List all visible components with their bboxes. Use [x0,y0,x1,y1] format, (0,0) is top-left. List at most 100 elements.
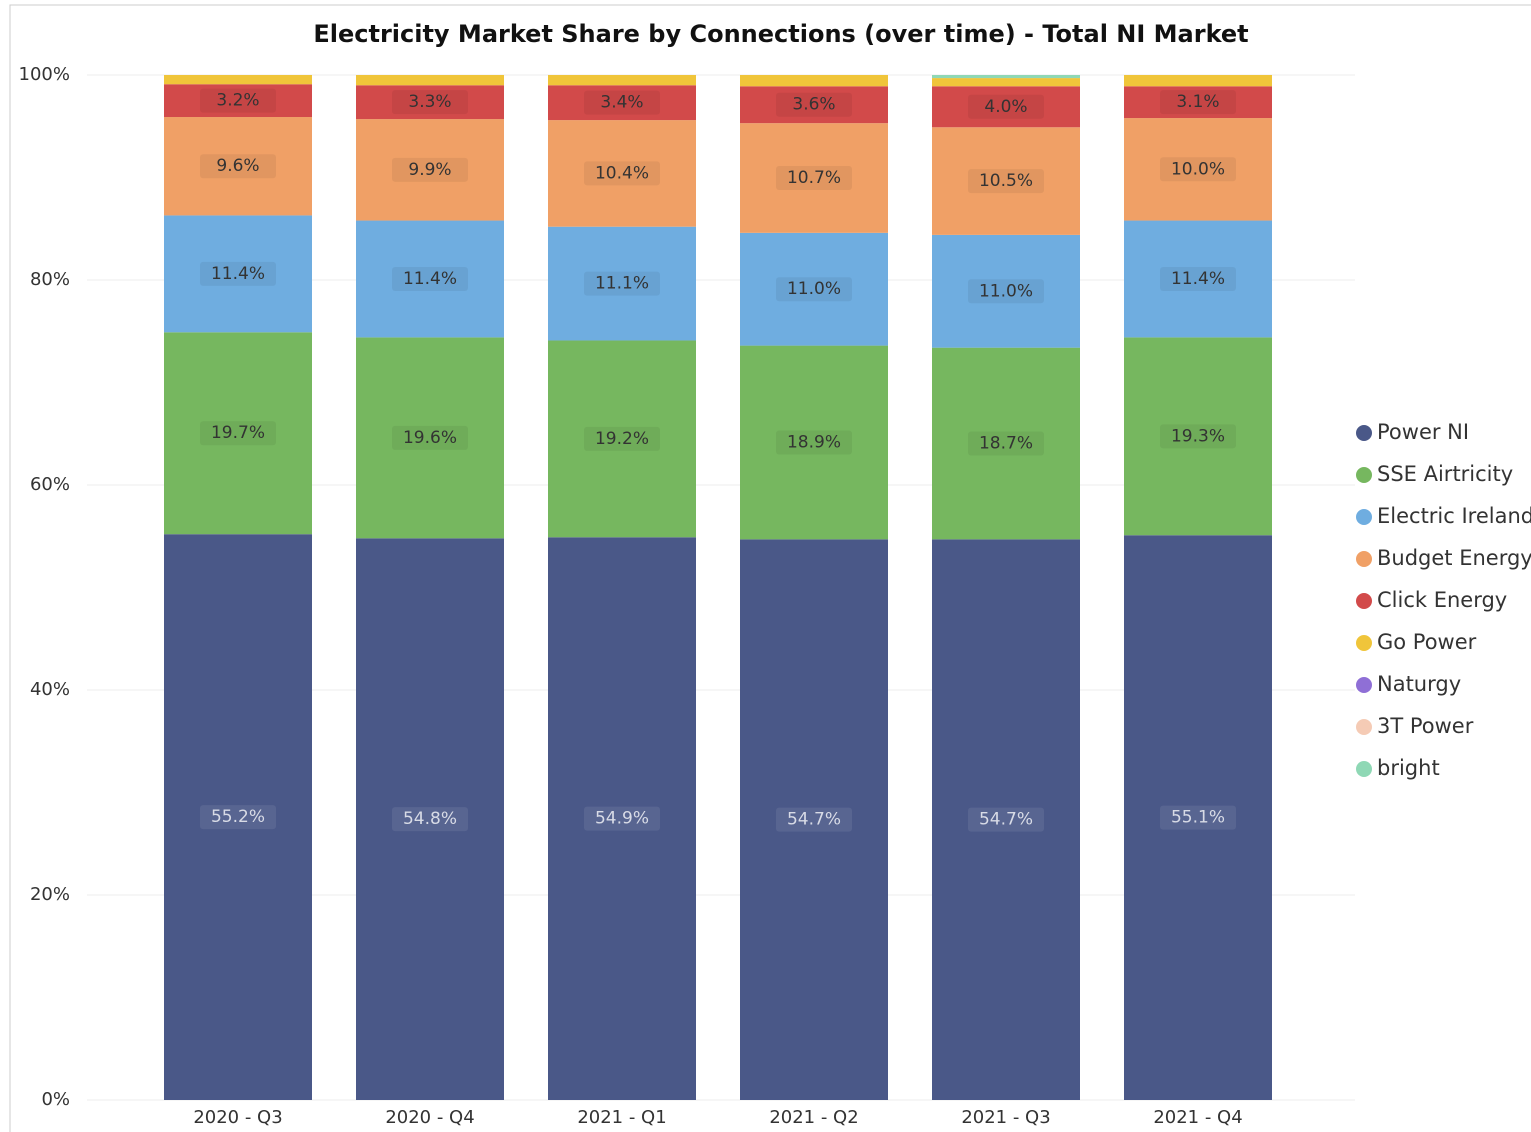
bar-segment [1124,118,1272,221]
legend-marker [1356,761,1372,777]
data-label-bg [776,92,852,117]
bar-segment [164,215,312,333]
bar-segment [356,337,504,539]
data-label: 9.9% [408,160,451,180]
data-label-bg [584,426,660,451]
data-label-bg [776,430,852,455]
data-label-bg [200,261,276,286]
data-label-bg [968,431,1044,456]
bar-segment [164,332,312,535]
y-tick-label: 60% [30,474,70,495]
x-tick-label: 2021 - Q4 [1153,1107,1242,1128]
x-tick-label: 2021 - Q2 [769,1107,858,1128]
bar-segment [356,75,504,86]
data-label: 11.1% [595,274,649,294]
bar-segment [932,86,1080,128]
data-label-bg [392,807,468,832]
bar-segment [740,75,888,87]
data-label-bg [584,271,660,296]
data-label: 55.2% [211,807,265,827]
bar-segment [548,85,696,121]
data-label: 11.0% [979,281,1033,301]
data-label-bg [392,425,468,450]
legend-marker [1356,551,1372,567]
x-tick-label: 2020 - Q4 [385,1107,474,1128]
data-label-bg [776,807,852,832]
data-label-bg [1160,266,1236,291]
bar-segment [164,75,312,85]
data-label: 19.6% [403,428,457,448]
data-label: 11.4% [403,269,457,289]
bar-segment [356,119,504,221]
data-label-bg [392,90,468,115]
data-label: 18.9% [787,432,841,452]
bar-segment [356,538,504,1100]
bar-segment [740,86,888,124]
data-label: 54.8% [403,809,457,829]
data-label: 10.0% [1171,159,1225,179]
bar-segment [740,123,888,233]
data-label: 4.0% [984,97,1027,117]
data-label-bg [200,154,276,179]
data-label: 10.4% [595,163,649,183]
data-label: 54.7% [787,810,841,830]
bar-segment [740,345,888,540]
data-label: 3.4% [600,93,643,113]
data-label-bg [200,88,276,113]
data-label-bg [968,279,1044,304]
bar-segment [548,226,696,341]
data-label: 11.4% [211,264,265,284]
bar-segment [740,539,888,1100]
data-label-bg [200,421,276,446]
frame [9,4,1531,1132]
legend-marker [1356,467,1372,483]
data-label-bg [968,807,1044,832]
bar-segment [548,340,696,538]
bar-segment [1124,337,1272,536]
bar-segment [932,78,1080,87]
legend-label: bright [1377,756,1440,780]
x-tick-label: 2021 - Q1 [577,1107,666,1128]
data-label-bg [584,806,660,831]
bar-segment [164,534,312,1100]
legend-marker [1356,425,1372,441]
bar-segment [548,120,696,227]
x-tick-label: 2021 - Q3 [961,1107,1050,1128]
bar-segment [548,537,696,1100]
legend-marker [1356,719,1372,735]
data-label-bg [584,161,660,186]
chart-title: Electricity Market Share by Connections … [313,20,1248,48]
data-label-bg [584,90,660,115]
data-label-bg [776,166,852,191]
data-label-bg [392,266,468,291]
bar-segment [356,85,504,120]
bar-segment [1124,86,1272,119]
data-label: 11.0% [787,279,841,299]
data-label: 18.7% [979,433,1033,453]
legend-marker [1356,509,1372,525]
data-label-bg [1160,90,1236,115]
legend-label: Go Power [1377,630,1477,654]
legend-label: 3T Power [1377,714,1474,738]
legend-label: Budget Energy [1377,546,1531,570]
data-label: 54.7% [979,810,1033,830]
y-tick-label: 100% [19,64,70,85]
data-label-bg [968,94,1044,119]
bar-segment [164,117,312,216]
bar-segment [356,220,504,338]
bar-segment [1124,535,1272,1100]
data-label-bg [1160,157,1236,182]
data-label-bg [1160,805,1236,830]
data-label-bg [200,805,276,830]
data-label: 3.1% [1176,92,1219,112]
bar-segment [740,232,888,346]
data-label: 55.1% [1171,808,1225,828]
bar-segment [932,347,1080,540]
data-label-bg [392,157,468,182]
y-tick-label: 80% [30,269,70,290]
data-label: 19.7% [211,423,265,443]
data-label: 11.4% [1171,269,1225,289]
data-label-bg [776,277,852,302]
bar-segment [932,234,1080,348]
